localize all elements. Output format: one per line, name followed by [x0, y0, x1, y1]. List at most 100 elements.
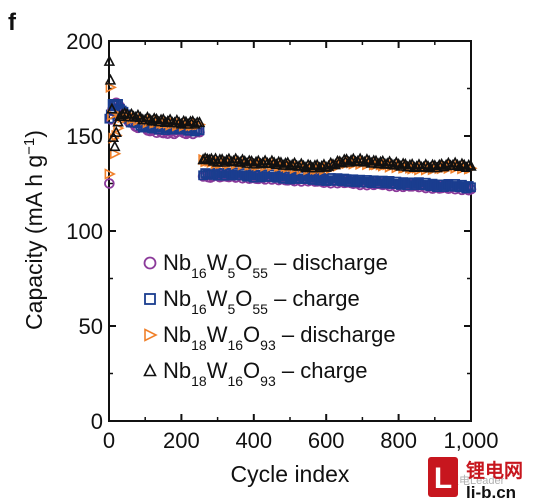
legend-label-0: Nb16W5O55 – discharge — [163, 250, 388, 281]
data-point — [343, 155, 355, 167]
panel-label: f — [8, 9, 17, 36]
legend-subscript: 5 — [227, 301, 235, 317]
x-tick-label: 600 — [308, 428, 345, 453]
data-point — [104, 73, 117, 85]
legend-text-part: O — [235, 286, 252, 311]
legend-subscript: 93 — [260, 337, 276, 353]
data-point — [153, 115, 165, 127]
data-point — [112, 115, 124, 127]
legend-text-part: – discharge — [268, 250, 388, 275]
data-point — [390, 156, 403, 168]
data-point — [107, 131, 120, 143]
data-point — [306, 161, 319, 173]
series-layer — [103, 55, 478, 196]
data-point — [114, 110, 126, 121]
data-point — [266, 154, 278, 166]
data-point — [466, 182, 476, 193]
legend-text-part: W — [207, 358, 228, 383]
legend-subscript: 16 — [227, 337, 243, 353]
data-point — [463, 181, 474, 191]
legend-text-part: – charge — [268, 286, 360, 311]
x-tick-label: 1,000 — [443, 428, 498, 453]
legend-text-part: O — [243, 322, 260, 347]
data-point — [104, 168, 116, 180]
legend-text-part: – charge — [276, 358, 368, 383]
legend-subscript: 55 — [252, 265, 268, 281]
y-axis-label: Capacity (mA h g−1) — [21, 130, 48, 330]
x-tick-label: 800 — [380, 428, 417, 453]
x-tick-label: 0 — [103, 428, 115, 453]
legend-subscript: 93 — [260, 373, 276, 389]
data-point — [182, 117, 194, 129]
data-point — [374, 155, 387, 167]
y-axis-label-main: Capacity (mA h g — [21, 155, 47, 330]
data-point — [254, 157, 267, 169]
data-point — [171, 114, 183, 125]
data-point — [372, 157, 384, 169]
data-point — [401, 160, 414, 172]
data-point — [110, 126, 122, 137]
legend-text-part: O — [235, 250, 252, 275]
y-tick-label: 100 — [66, 219, 103, 244]
legend-text-part: Nb — [163, 286, 191, 311]
legend-label-1: Nb16W5O55 – charge — [163, 286, 360, 317]
data-point — [125, 107, 138, 119]
legend-subscript: 16 — [191, 265, 207, 281]
data-point — [144, 328, 158, 342]
data-point — [465, 159, 477, 171]
watermark-logo-mark — [428, 457, 458, 497]
data-point — [284, 159, 296, 171]
watermark-url: li-b.cn — [466, 483, 516, 502]
watermark-logo-glyph: L — [434, 462, 452, 495]
data-point — [143, 363, 157, 377]
data-point — [105, 81, 118, 94]
x-axis-label: Cycle index — [231, 461, 350, 487]
data-point — [250, 155, 262, 167]
data-point — [463, 158, 475, 170]
legend-text-part: O — [243, 358, 260, 383]
y-axis-label-sup: −1 — [21, 138, 38, 155]
legend-subscript: 5 — [227, 265, 235, 281]
data-point — [277, 158, 289, 170]
data-point — [118, 106, 131, 118]
data-point — [177, 114, 190, 126]
legend-subscript: 55 — [252, 301, 268, 317]
series-3 — [103, 55, 477, 173]
data-point — [420, 158, 432, 170]
data-point — [106, 102, 118, 114]
y-tick-label: 150 — [66, 124, 103, 149]
legend-subscript: 18 — [191, 373, 207, 389]
data-point — [313, 161, 326, 173]
legend-text-part: W — [207, 286, 228, 311]
data-point — [109, 148, 122, 160]
data-point — [109, 140, 121, 152]
legend-text-part: Nb — [163, 322, 191, 347]
data-point — [456, 157, 468, 169]
data-point — [211, 155, 224, 167]
legend-text-part: Nb — [163, 250, 191, 275]
series-1 — [104, 99, 476, 194]
y-tick-label: 50 — [79, 314, 103, 339]
legend-text-part: W — [207, 322, 228, 347]
watermark: 锂电Leader L 锂电网 li-b.cn — [428, 457, 523, 502]
data-point — [148, 112, 160, 124]
watermark-cn: 锂电网 — [466, 459, 523, 482]
data-point — [104, 178, 115, 189]
x-tick-label: 200 — [163, 428, 200, 453]
legend-subscript: 18 — [191, 337, 207, 353]
data-point — [325, 156, 337, 168]
data-point — [236, 153, 249, 165]
data-point — [218, 155, 231, 167]
x-tick-label: 400 — [235, 428, 272, 453]
legend-label-2: Nb18W16O93 – discharge — [163, 322, 396, 353]
watermark-faint-text: 锂电Leader — [448, 473, 505, 487]
data-point — [144, 293, 156, 305]
legend-subscript: 16 — [227, 373, 243, 389]
y-tick-label: 0 — [91, 409, 103, 434]
y-axis-label-end: ) — [21, 130, 47, 138]
data-point — [365, 156, 378, 168]
data-point — [248, 157, 260, 169]
data-point — [141, 110, 154, 122]
data-point — [408, 161, 421, 173]
